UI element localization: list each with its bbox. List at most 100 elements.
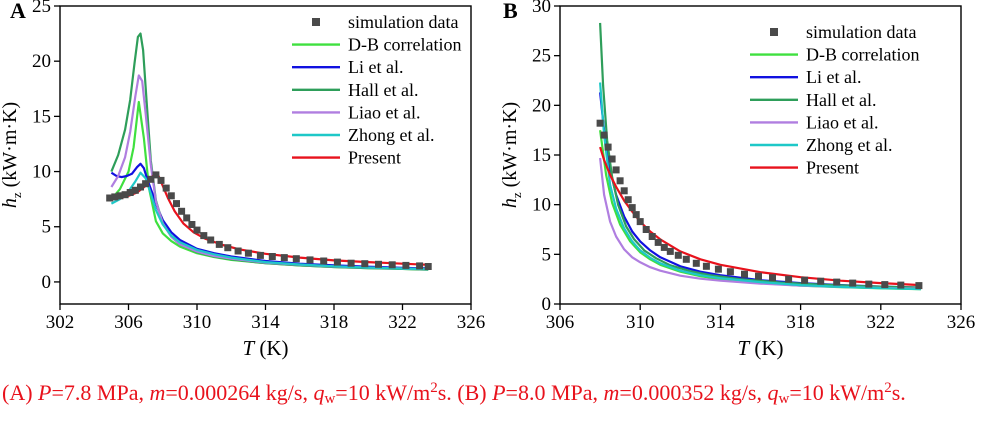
sim-point-b <box>897 281 905 289</box>
x-tick-label-a: 302 <box>46 312 75 333</box>
sim-point-b <box>600 131 608 139</box>
sim-point-b <box>692 259 700 267</box>
figure-caption: (A) P=7.8 MPa, m=0.000264 kg/s, qw=10 kW… <box>2 380 997 407</box>
sim-point-b <box>833 278 841 286</box>
caption-a-q-val: =10 kW/m <box>335 380 431 405</box>
x-tick-label-b: 314 <box>706 312 735 333</box>
sim-point-b <box>624 196 632 204</box>
caption-a-q-end: s. <box>437 380 458 405</box>
sim-point-b <box>881 281 889 289</box>
y-tick-label-a: 10 <box>32 162 51 183</box>
legend-label-li-et-al-b: Li et al. <box>806 67 861 87</box>
sim-point-a <box>280 254 288 262</box>
legend-label-hall-et-al-a: Hall et al. <box>348 80 418 100</box>
caption-b-p-val: =8.0 MPa, <box>505 380 604 405</box>
x-tick-label-a: 326 <box>457 312 486 333</box>
sim-point-a <box>347 259 355 267</box>
caption-a-p-var: P <box>38 380 52 405</box>
sim-point-b <box>801 276 809 284</box>
caption-a-q-sub: w <box>324 391 336 407</box>
caption-a-m-val: =0.000264 kg/s, <box>165 380 314 405</box>
sim-point-b <box>865 280 873 288</box>
y-tick-label-a: 0 <box>42 272 52 293</box>
caption-a-p-val: =7.8 MPa, <box>51 380 150 405</box>
sim-point-a <box>268 253 276 260</box>
y-axis-sub-b: z <box>509 192 524 198</box>
sim-point-b <box>682 255 690 263</box>
caption-b-q-var: q <box>767 380 779 405</box>
x-tick-label-b: 322 <box>867 312 896 333</box>
sim-point-a <box>162 184 170 192</box>
legend-label-simulation-data-a: simulation data <box>348 12 458 32</box>
y-axis-label-b: hz (kW·m·K) <box>499 102 524 208</box>
sim-point-a <box>244 249 252 257</box>
panel-label-b: B <box>503 0 518 23</box>
x-axis-var-b: T <box>737 336 750 360</box>
sim-point-a <box>193 226 201 234</box>
y-tick-label-b: 15 <box>532 145 551 166</box>
sim-point-a <box>142 180 150 188</box>
sim-point-b <box>648 233 656 240</box>
y-tick-label-b: 25 <box>532 46 551 67</box>
legend-marker-simulation-data-b <box>770 28 778 36</box>
legend-label-zhong-et-al-a: Zhong et al. <box>348 125 434 145</box>
sim-point-a <box>111 193 119 201</box>
legend-label-zhong-et-al-b: Zhong et al. <box>806 135 892 155</box>
series-line-present-a <box>111 172 429 266</box>
legend-label-present-b: Present <box>806 158 859 178</box>
sim-point-a <box>306 256 314 264</box>
caption-b-label: (B) <box>457 380 493 405</box>
x-axis-var-a: T <box>242 336 255 360</box>
sim-point-b <box>726 268 734 276</box>
sim-point-b <box>636 218 644 226</box>
y-axis-var-a: h <box>0 198 21 208</box>
sim-point-b <box>642 226 650 233</box>
sim-point-a <box>361 260 369 268</box>
legend-label-present-a: Present <box>348 148 401 168</box>
sim-point-a <box>121 191 129 199</box>
sim-point-b <box>714 265 722 273</box>
sim-point-a <box>131 186 139 194</box>
sim-point-a <box>215 240 223 248</box>
y-tick-label-b: 10 <box>532 195 551 216</box>
x-tick-label-a: 322 <box>388 312 417 333</box>
sim-point-a <box>147 175 155 183</box>
y-tick-label-b: 20 <box>532 95 551 116</box>
series-line-hall-et-al-b <box>599 22 921 289</box>
sim-point-b <box>817 277 825 285</box>
caption-a-q-var: q <box>313 380 325 405</box>
legend-label-d-b-correlation-b: D-B correlation <box>806 45 919 65</box>
caption-b-m-val: =0.000352 kg/s, <box>619 380 768 405</box>
sim-point-a <box>178 207 186 215</box>
sim-point-a <box>402 261 410 269</box>
sim-point-b <box>596 119 604 127</box>
sim-point-b <box>628 204 636 212</box>
sim-point-b <box>654 238 662 246</box>
chart-b: B 306 310 314 318 322 326 0 5 10 15 20 25 30 T (K) hz (… <box>499 0 975 360</box>
sim-point-a <box>188 221 196 228</box>
x-tick-label-b: 318 <box>786 312 815 333</box>
y-tick-label-b: 0 <box>542 294 552 315</box>
sim-point-b <box>620 187 628 195</box>
x-axis-unit-a: (K) <box>254 336 288 360</box>
panel-label-a: A <box>10 0 26 23</box>
sim-point-b <box>612 166 620 174</box>
series-line-liao-et-al-b <box>599 157 921 290</box>
x-tick-label-a: 310 <box>183 312 212 333</box>
sim-point-b <box>769 274 776 282</box>
sim-point-b <box>755 272 762 280</box>
sim-point-a <box>320 257 328 265</box>
sim-point-a <box>126 189 134 196</box>
x-tick-label-b: 310 <box>626 312 655 333</box>
sim-point-a <box>106 194 114 202</box>
sim-point-a <box>207 236 215 244</box>
y-tick-label-a: 25 <box>32 0 51 17</box>
sim-point-a <box>152 171 160 179</box>
x-tick-label-b: 306 <box>546 312 575 333</box>
sim-point-a <box>200 232 208 240</box>
y-axis-unit-a: (kW·m·K) <box>0 102 21 193</box>
sim-point-a <box>333 258 341 266</box>
sim-point-a <box>116 192 124 200</box>
sim-point-b <box>674 251 682 259</box>
sim-point-b <box>608 155 616 163</box>
